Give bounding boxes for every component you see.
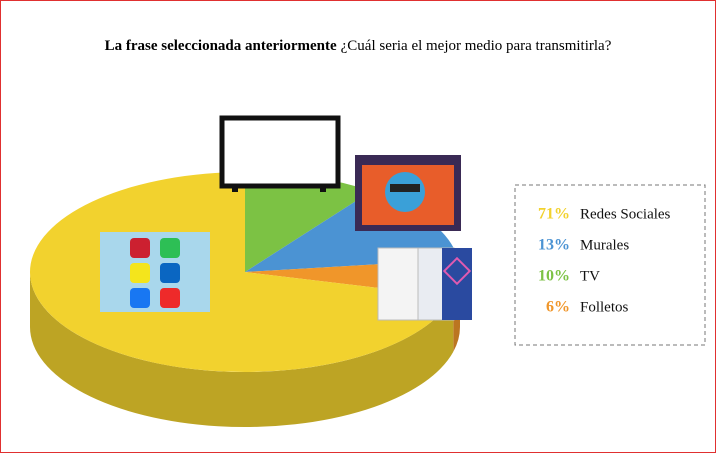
title-bold: La frase seleccionada anteriormente — [105, 38, 337, 54]
legend-box — [514, 184, 706, 346]
mural-picture — [355, 155, 461, 231]
legend-percent: 10% — [538, 268, 570, 285]
pie-slice — [245, 172, 372, 272]
tv-icon — [219, 115, 341, 192]
pie-slice — [30, 171, 454, 372]
chart-title: La frase seleccionada anteriormente ¿Cuál… — [105, 38, 612, 54]
title-question: ¿Cuál seria el mejor medio para transmit… — [341, 38, 612, 54]
legend: 71% Redes Sociales 13% Murales 10% TV 6% Follet… — [538, 206, 671, 316]
legend-percent: 71% — [538, 206, 570, 223]
pie-side — [30, 272, 454, 427]
legend-label: Murales — [580, 237, 629, 253]
brochure-picture — [377, 247, 472, 321]
legend-label: TV — [580, 268, 600, 284]
legend-percent: 13% — [538, 237, 570, 254]
legend-label: Redes Sociales — [580, 206, 671, 222]
legend-percent: 6% — [546, 299, 570, 316]
social-icons — [100, 232, 210, 312]
legend-label: Folletos — [580, 299, 629, 315]
